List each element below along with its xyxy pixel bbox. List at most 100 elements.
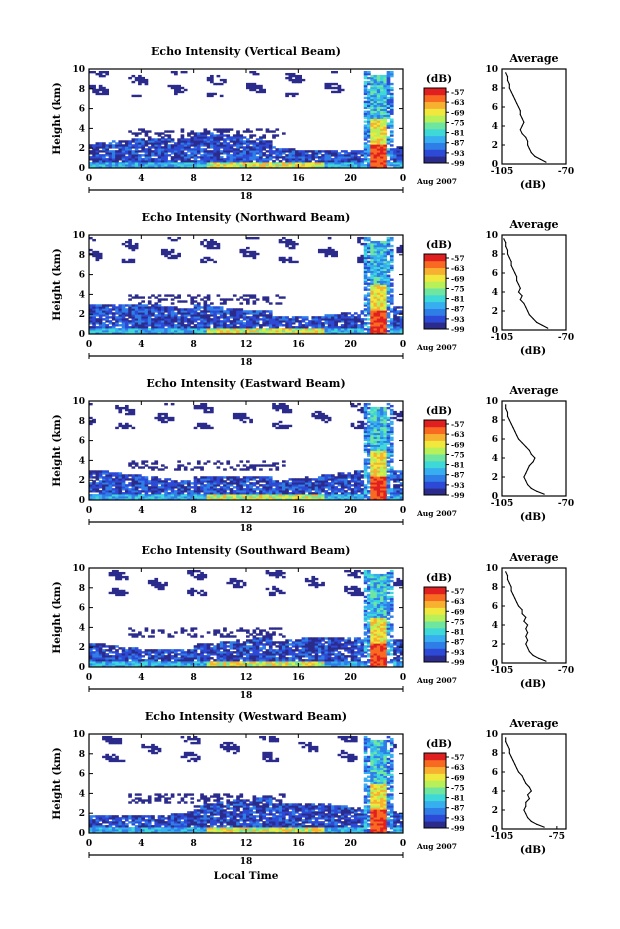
heatmap-cell (301, 150, 306, 153)
heatmap-cell (105, 72, 110, 76)
heatmap-cell (232, 154, 237, 157)
heatmap-cell (226, 492, 231, 495)
heatmap-cell (281, 162, 286, 165)
heatmap-cell (311, 492, 316, 495)
heatmap-cell (291, 242, 296, 246)
heatmap-cell (131, 248, 136, 252)
heatmap-cell (370, 312, 374, 315)
heatmap-cell (134, 474, 139, 477)
heatmap-cell (232, 136, 237, 139)
heatmap-cell (121, 242, 126, 246)
heatmap-cell (151, 324, 155, 327)
heatmap-cell (317, 486, 322, 489)
heatmap-cell (324, 84, 329, 88)
heatmap-cell (265, 316, 270, 319)
heatmap-cell (128, 322, 132, 325)
heatmap-cell (380, 308, 384, 311)
heatmap-cell (111, 306, 116, 309)
heatmap-cell (363, 270, 368, 274)
heatmap-cell (331, 326, 335, 329)
heatmap-cell (206, 330, 211, 333)
heatmap-cell (376, 478, 381, 481)
heatmap-cell (246, 164, 250, 167)
heatmap-cell (206, 140, 211, 143)
heatmap-cell (380, 492, 384, 495)
heatmap-cell (262, 488, 267, 491)
heatmap-cell (102, 92, 106, 96)
heatmap-cell (160, 140, 165, 143)
heatmap-cell (203, 260, 208, 264)
heatmap-cell (118, 472, 123, 475)
heatmap-cell (304, 478, 309, 481)
heatmap-cell (151, 330, 155, 333)
heatmap-cell (376, 458, 381, 461)
heatmap-cell (160, 332, 165, 335)
heatmap-cell (180, 314, 185, 317)
heatmap-cell (259, 136, 263, 139)
heatmap-cell (311, 486, 316, 489)
heatmap-cell (337, 320, 342, 323)
heatmap-cell (213, 462, 217, 465)
heatmap-cell (174, 156, 178, 159)
heatmap-cell (367, 124, 371, 127)
heatmap-cell (138, 78, 142, 82)
heatmap-cell (383, 244, 388, 248)
heatmap-cell (92, 418, 96, 422)
heatmap-cell (236, 144, 240, 147)
heatmap-cell (380, 112, 384, 115)
heatmap-cell (102, 324, 106, 327)
heatmap-cell (389, 102, 394, 106)
heatmap-cell (232, 142, 237, 145)
heatmap-cell (272, 166, 276, 169)
heatmap-cell (147, 164, 152, 167)
profile-x-tick-label: -105 (491, 167, 514, 177)
heatmap-cell (203, 238, 208, 242)
heatmap-cell (373, 262, 378, 266)
heatmap-cell (223, 320, 227, 323)
heatmap-cell (190, 496, 195, 499)
heatmap-cell (376, 126, 381, 129)
heatmap-cell (226, 144, 231, 147)
heatmap-cell (105, 326, 110, 329)
heatmap-cell (190, 298, 195, 301)
heatmap-cell (121, 492, 126, 495)
heatmap-cell (138, 478, 142, 481)
heatmap-cell (367, 144, 371, 147)
heatmap-cell (196, 406, 201, 410)
heatmap-cell (308, 498, 312, 501)
heatmap-cell (367, 266, 371, 270)
heatmap-cell (370, 258, 374, 262)
heatmap-cell (242, 160, 247, 163)
heatmap-cell (141, 160, 145, 163)
heatmap-cell (376, 150, 381, 153)
heatmap-cell (196, 494, 201, 497)
date-label: 18 (240, 358, 253, 368)
heatmap-cell (223, 152, 227, 155)
heatmap-cell (376, 444, 381, 447)
heatmap-cell (340, 474, 345, 477)
heatmap-cell (187, 312, 191, 315)
heatmap-cell (115, 166, 119, 169)
y-tick-label: 0 (79, 330, 85, 340)
heatmap-cell (327, 248, 332, 252)
profile-point (545, 161, 547, 163)
profile-point (516, 102, 518, 104)
heatmap-cell (128, 490, 132, 493)
heatmap-cell (216, 492, 221, 495)
heatmap-cell (216, 242, 221, 246)
heatmap-cell (370, 434, 374, 438)
heatmap-cell (370, 476, 374, 479)
heatmap-cell (170, 482, 175, 485)
heatmap-cell (170, 248, 175, 252)
heatmap-cell (291, 328, 296, 331)
heatmap-cell (334, 166, 338, 169)
heatmap-cell (285, 244, 289, 248)
heatmap-cell (219, 330, 224, 333)
heatmap-cell (118, 158, 123, 161)
heatmap-cell (331, 328, 335, 331)
heatmap-cell (367, 112, 371, 115)
heatmap-cell (115, 160, 119, 163)
heatmap-cell (252, 154, 257, 157)
heatmap-cell (373, 472, 378, 475)
heatmap-cell (239, 484, 244, 487)
